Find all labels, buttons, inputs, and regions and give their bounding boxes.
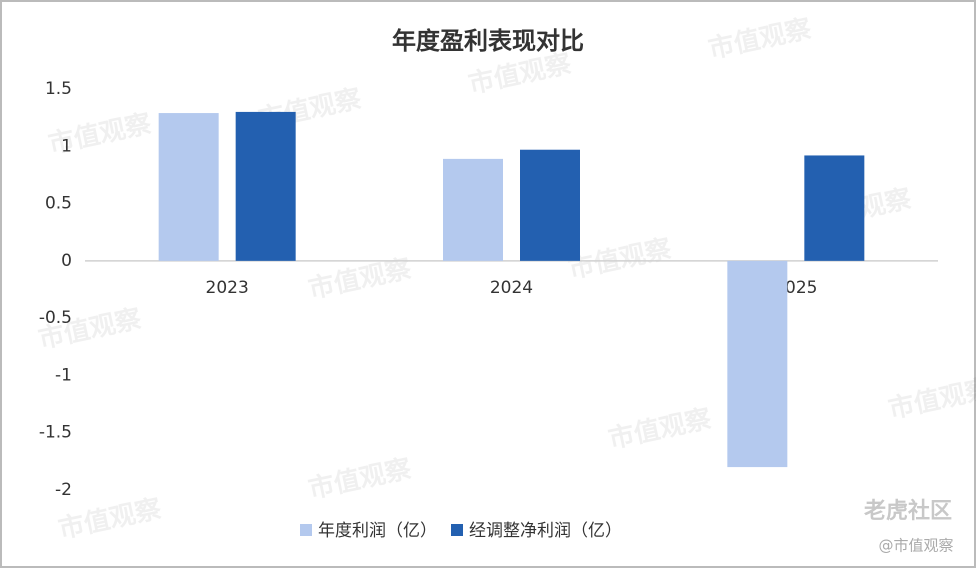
legend-label: 经调整净利润（亿） [469, 521, 622, 541]
x-tick-label: 2024 [490, 278, 533, 298]
y-tick-label: 1 [61, 136, 72, 156]
y-tick-label: -2 [55, 480, 72, 500]
y-tick-label: -0.5 [39, 308, 72, 328]
bar [520, 149, 580, 261]
y-tick-label: 0 [61, 251, 72, 271]
y-tick-label: -1.5 [39, 423, 72, 443]
legend-swatch [300, 524, 312, 536]
y-tick-label: -1 [55, 365, 72, 385]
chart-title: 年度盈利表现对比 [392, 27, 584, 55]
legend-label: 年度利润（亿） [318, 521, 437, 541]
credit-logo: 老虎社区 [863, 498, 952, 524]
credit-user: @市值观察 [878, 537, 953, 555]
bar [235, 111, 296, 261]
legend-swatch [451, 524, 463, 536]
bar [158, 113, 219, 261]
bar [443, 158, 503, 261]
y-tick-label: 0.5 [45, 194, 72, 214]
bar [804, 155, 865, 261]
bar [727, 260, 788, 468]
x-tick-label: 2023 [206, 278, 249, 298]
y-tick-label: 1.5 [45, 79, 72, 99]
